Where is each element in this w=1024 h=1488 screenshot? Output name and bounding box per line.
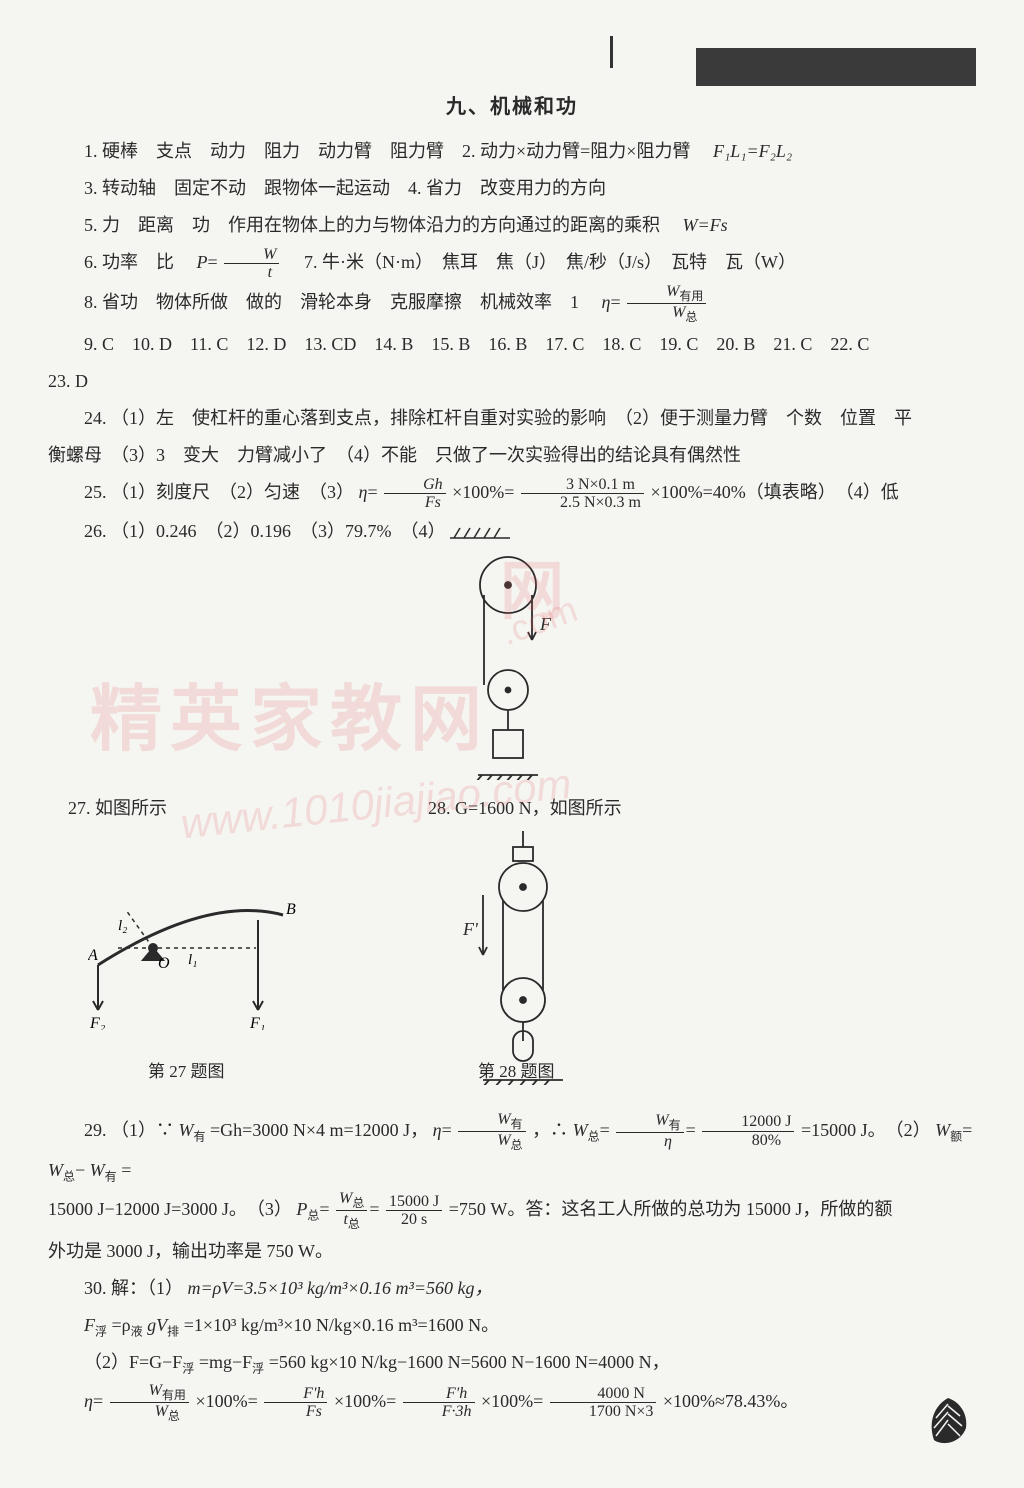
denominator: Fs [384,494,446,512]
q29-line3: 外功是 3000 J，输出功率是 750 W。 [48,1233,976,1269]
q28-label: 28. G=1600 N，如图所示 [428,790,622,826]
answer-content: 1. 硬棒 支点 动力 阻力 动力臂 阻力臂 2. 动力×动力臂=阻力×阻力臂 … [48,133,976,1424]
q5-text: 5. 力 距离 功 作用在物体上的力与物体沿力的方向通过的距离的乘积 [84,215,678,235]
ans-line: 6. 功率 比 P= W t 7. 牛·米（N·m） 焦耳 焦（J） 焦/秒（J… [48,244,976,282]
q26-text: 26. （1）0.246 （2）0.196 （3）79.7% （4） [84,521,446,541]
ans-line: 3. 转动轴 固定不动 跟物体一起运动 4. 省力 改变用力的方向 [48,170,976,206]
ans-line: 8. 省功 物体所做 做的 滑轮本身 克服摩擦 机械效率 1 η= W有用 W总 [48,283,976,325]
fraction: W总 t总 [336,1190,367,1232]
caption-28: 第 28 题图 [478,1055,555,1089]
caption-27: 第 27 题图 [148,1055,225,1089]
q29-line1: 29. （1）∵ W有 =Gh=3000 N×4 m=12000 J， η= W… [48,1111,976,1189]
force-F-label: F [539,614,552,634]
q1-text: 1. 硬棒 支点 动力 阻力 动力臂 阻力臂 2. 动力×动力臂=阻力×阻力臂 [84,141,708,161]
force-F2: F₂ [89,1015,106,1030]
arm-l2: l₂ [118,918,127,934]
q5-formula: W=Fs [683,215,728,235]
q30-line2: F浮 =ρ液 gV排 =1×10³ kg/m³×10 N/kg×0.16 m³=… [48,1307,976,1344]
force-Fprime-label: F' [463,919,479,939]
fraction: W有用 W总 [110,1382,189,1424]
numerator: W有用 [627,283,706,304]
force-F1: F₁ [249,1015,265,1030]
ans-line: 1. 硬棒 支点 动力 阻力 动力臂 阻力臂 2. 动力×动力臂=阻力×阻力臂 … [48,133,976,169]
denominator: 2.5 N×0.3 m [521,494,644,512]
fraction: W t [224,246,279,282]
var-P: P [197,252,208,272]
q25: 25. （1）刻度尺 （2）匀速 （3） η= Gh Fs ×100%= 3 N… [48,474,976,512]
q30-line3: （2）F=G−F浮 =mg−F浮 =560 kg×10 N/kg−1600 N=… [48,1344,976,1381]
numerator: W [224,246,279,265]
lever-diagram: A B O F₂ F₁ l₁ l₂ [88,880,328,1030]
var-eta: η [359,482,368,502]
fraction: W有用 W总 [627,283,706,325]
q1-formula: F₁L₁=F₂L₂ [713,141,792,161]
q6a: 6. 功率 比 [84,252,192,272]
fraction: 15000 J 20 s [386,1193,442,1229]
fraction: 4000 N 1700 N×3 [550,1385,657,1421]
mc-answers: 9. C 10. D 11. C 12. D 13. CD 14. B 15. … [48,326,976,362]
q6b: 7. 牛·米（N·m） 焦耳 焦（J） 焦/秒（J/s） 瓦特 瓦（W） [286,252,796,272]
ans-line: 5. 力 距离 功 作用在物体上的力与物体沿力的方向通过的距离的乘积 W=Fs [48,207,976,243]
q24b: 衡螺母 （3）3 变大 力臂减小了 （4）不能 只做了一次实验得出的结论具有偶然… [48,437,976,473]
fraction: W有 η [616,1112,683,1151]
fraction: 12000 J 80% [702,1113,794,1149]
fraction: W有 W总 [458,1111,525,1153]
q25-tail: ×100%=40%（填表略） （4）低 [650,482,898,502]
figures-area: 27. 如图所示 28. G=1600 N，如图所示 F [48,550,976,1110]
arm-l1: l₁ [188,952,197,968]
q29-line2: 15000 J−12000 J=3000 J。 （3） P总= W总 t总 = … [48,1190,976,1232]
chapter-title: 九、机械和功 [48,90,976,119]
var-eta: η [602,292,611,312]
fraction: F'h F·3h [403,1385,475,1421]
numerator: 3 N×0.1 m [521,476,644,495]
fraction: Gh Fs [384,476,446,512]
denominator: W总 [627,304,706,324]
point-A: A [88,947,98,964]
leaf-icon [920,1394,976,1450]
hatch-icon [450,526,510,540]
numerator: Gh [384,476,446,495]
fraction: F'h Fs [264,1385,327,1421]
q27-label: 27. 如图所示 [68,790,167,826]
pulley-top-diagram: F [448,550,568,780]
q23: 23. D [48,363,976,399]
point-O: O [158,955,170,972]
page-tick-mark [610,36,613,68]
times100: ×100%= [452,482,514,502]
q24a: 24. （1）左 使杠杆的重心落到支点，排除杠杆自重对实验的影响 （2）便于测量… [48,400,976,436]
q8a: 8. 省功 物体所做 做的 滑轮本身 克服摩擦 机械效率 1 [84,292,597,312]
q30-line1: 30. 解：（1） m=ρV=3.5×10³ kg/m³×0.16 m³=560… [48,1270,976,1306]
point-B: B [286,901,296,918]
q25a: 25. （1）刻度尺 （2）匀速 （3） [84,482,354,502]
q30-line4: η= W有用 W总 ×100%= F'h Fs ×100%= F'h F·3h … [48,1382,976,1424]
q26: 26. （1）0.246 （2）0.196 （3）79.7% （4） [48,513,976,549]
fraction: 3 N×0.1 m 2.5 N×0.3 m [521,476,644,512]
pulley-bottom-diagram: F' [463,825,583,1085]
q29a: 29. （1）∵ [84,1120,174,1140]
denominator: t [224,264,279,282]
header-black-bar [696,48,976,86]
